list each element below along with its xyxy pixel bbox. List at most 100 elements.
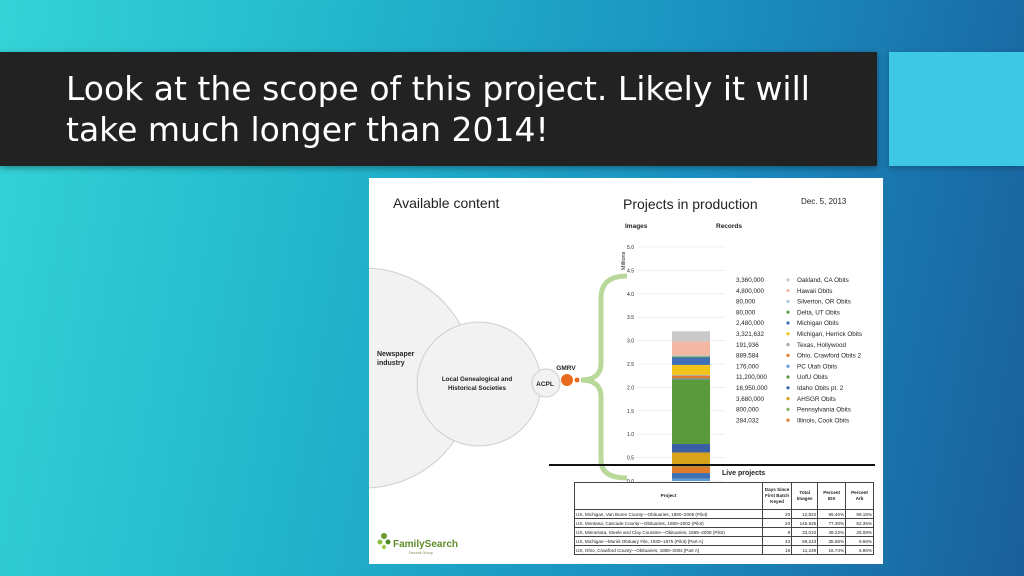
table-cell: US, Ohio, Crawford County—Obituaries, 18… [574,545,763,555]
bar-segment [672,356,710,358]
records-label: Records [716,223,742,230]
bar-segment [672,466,710,474]
legend-label: Ohio, Crawford Obits 2 [797,353,862,360]
live-projects-label: Live projects [722,470,765,477]
bar-segment [672,357,710,365]
legend-marker [786,418,790,422]
legend-label: Idaho Obits pt. 2 [797,385,844,392]
gmrv-label: GMRV [556,365,576,372]
millions-axis-label: Millions [621,251,627,270]
legend-marker [786,375,790,379]
legend-marker [786,310,790,314]
logo-text: FamilySearch [393,539,458,550]
table-header: Percent Arb [845,482,874,510]
available-content-heading: Available content [393,195,499,211]
table-cell: 18.74% [817,545,847,555]
projects-table: Project Days Since First Batch Keyed Tot… [574,482,874,555]
table-cell: 9.56% [845,536,874,546]
table-cell: 16 [761,545,793,555]
bar-segment [672,379,710,445]
table-cell: 12,822 [791,509,819,519]
logo-leaf-icon [381,533,387,539]
table-cell: 43 [761,536,793,546]
table-cell: 5.86% [845,545,874,555]
bar-segment [672,444,710,453]
newspaper-label-line1: Newspaper [377,351,415,358]
acpl-circle [531,368,561,398]
table-cell: 26.08% [845,527,874,537]
legend-label: UofU Obits [797,374,828,381]
table-cell: 11,249 [791,545,819,555]
legend-marker [786,278,790,282]
legend-marker [786,407,790,411]
table-cell: 99.15% [845,509,874,519]
y-tick-label: 5.0 [627,245,634,251]
table-row: US, Minnesota, Steele and Clay Counties—… [574,527,874,537]
legend-marker [786,397,790,401]
legend-marker [786,299,790,303]
legend-records: 3,360,000 [736,277,765,284]
accent-block [889,52,1024,166]
bar-segment [672,378,710,380]
table-cell: 52.35% [845,518,874,528]
table-cell: US, Michigan—Muriel Obituary File, 1930–… [574,536,763,546]
slide-title: Look at the scope of this project. Likel… [66,69,810,149]
live-bar-segment [672,473,710,479]
newspaper-label-line2: industry [377,360,405,367]
bar-segment [672,364,710,375]
legend-label: Delta, UT Obits [797,309,840,316]
green-bracket [580,273,628,481]
table-cell: 77.30% [817,518,847,528]
legend-records: 800,000 [736,407,759,414]
legend-label: Silverton, OR Obits [797,299,851,306]
legend-label: Oakland, CA Obits [797,277,849,284]
logo-tagline: Record Group [409,551,433,555]
legend-records: 16,950,000 [736,385,768,392]
legend-marker [786,343,790,347]
legend-label: Pennsylvania Obits [797,407,851,414]
legend-label: Hawaii Obits [797,288,832,295]
acpl-label: ACPL [536,381,554,388]
table-header: Days Since First Batch Keyed [761,482,793,510]
legend-label: PC Utah Obits [797,363,837,370]
legend-label: Illinois, Cook Obits [797,417,849,424]
table-header: Project [574,482,763,510]
table-header: Total Images [791,482,819,510]
y-tick-label: 4.0 [627,292,634,298]
bar-segment [672,331,710,342]
table-cell: 49.22% [817,527,847,537]
bar-segment [672,341,710,356]
legend-records: 889,584 [736,353,759,360]
legend-records: 80,000 [736,309,756,316]
table-cell: 33,010 [791,527,819,537]
legend-records: 4,800,000 [736,288,765,295]
legend-label: Michigan Obits [797,320,839,327]
bar-segment [672,452,710,465]
y-tick-label: 4.5 [627,268,634,274]
live-bar-segment [672,478,710,481]
gmrv-small-dot [574,377,580,383]
table-cell: 9 [761,527,793,537]
legend-marker [786,332,790,336]
y-tick-label: 1.0 [627,432,634,438]
legend-marker [786,386,790,390]
legend-records: 80,000 [736,299,756,306]
table-row: US, Michigan—Muriel Obituary File, 1930–… [574,536,874,546]
y-tick-label: 3.0 [627,339,634,345]
legend-label: Michigan, Herrick Obits [797,331,862,338]
legend-marker [786,321,790,325]
legend-marker [786,364,790,368]
legend-records: 176,000 [736,363,759,370]
table-cell: US, Michigan, Van Buren County—Obituarie… [574,509,763,519]
legend-records: 3,321,632 [736,331,765,338]
y-tick-label: 3.5 [627,315,634,321]
legend-records: 2,480,000 [736,320,765,327]
table-cell: 35.65% [817,536,847,546]
local-societies-circle [416,321,542,447]
local-label-line2: Historical Societies [448,385,507,392]
table-cell: 145,625 [791,518,819,528]
table-cell: 99.40% [817,509,847,519]
table-cell: 89,243 [791,536,819,546]
table-cell: US, Montana, Cascade County—Obituaries, … [574,518,763,528]
table-cell: 20 [761,518,793,528]
